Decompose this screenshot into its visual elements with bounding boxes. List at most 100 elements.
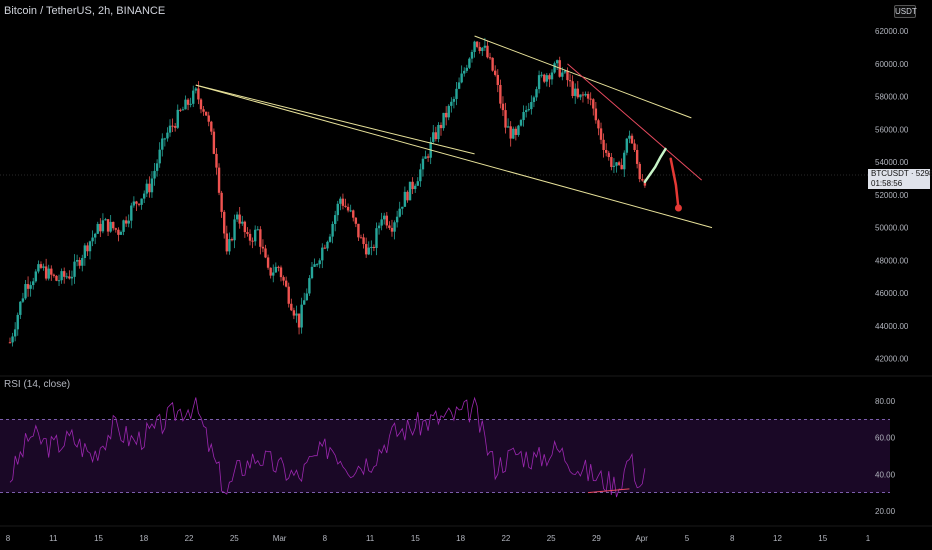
candle-body bbox=[194, 88, 198, 91]
price-axis-tick: 44000.00 bbox=[875, 322, 909, 331]
bar-countdown: 01:58:56 bbox=[871, 179, 903, 188]
candle-body bbox=[432, 132, 435, 142]
candle-body bbox=[641, 179, 644, 181]
candle-body bbox=[13, 329, 17, 337]
candle-body bbox=[225, 233, 228, 252]
candle-body bbox=[457, 82, 461, 89]
time-axis-tick: 11 bbox=[49, 534, 58, 543]
candle-body bbox=[282, 277, 285, 281]
candle-body bbox=[179, 109, 182, 111]
candle-body bbox=[137, 203, 141, 205]
forecast-target-dot bbox=[674, 204, 682, 212]
candle-body bbox=[192, 90, 195, 104]
time-axis-tick: 18 bbox=[456, 534, 465, 543]
candle-body bbox=[233, 219, 236, 241]
rsi-axis-tick: 60.00 bbox=[875, 434, 896, 443]
rsi-divergence-line bbox=[588, 488, 630, 494]
candle-body bbox=[426, 156, 430, 158]
candle-body bbox=[44, 266, 48, 279]
rsi-line bbox=[9, 396, 646, 498]
candle-body bbox=[261, 246, 265, 249]
candle-body bbox=[421, 158, 425, 170]
candle-body bbox=[16, 314, 19, 330]
price-axis-tick: 54000.00 bbox=[875, 158, 909, 167]
candle-body bbox=[220, 192, 223, 212]
candle-body bbox=[638, 163, 641, 180]
candle-body bbox=[594, 108, 598, 121]
candle-body bbox=[615, 162, 618, 166]
chart-title: Bitcoin / TetherUS, 2h, BINANCE bbox=[4, 5, 166, 17]
candle-body bbox=[292, 310, 296, 316]
candle-body bbox=[504, 110, 507, 128]
candle-body bbox=[447, 105, 450, 118]
candle-body bbox=[625, 138, 629, 153]
candle-body bbox=[168, 125, 172, 133]
candle-body bbox=[68, 276, 71, 279]
candle-body bbox=[375, 228, 378, 248]
time-axis-tick: Mar bbox=[273, 534, 287, 543]
candle-body bbox=[60, 271, 63, 281]
candle-body bbox=[176, 109, 179, 128]
time-axis-tick: 8 bbox=[323, 534, 328, 543]
candle-body bbox=[24, 284, 27, 299]
candle-body bbox=[444, 112, 448, 118]
candle-body bbox=[370, 246, 373, 248]
candle-body bbox=[465, 67, 469, 71]
candle-body bbox=[65, 276, 68, 278]
candle-body bbox=[150, 178, 154, 193]
candle-body bbox=[47, 268, 50, 279]
quote-currency-badge[interactable]: USDT bbox=[894, 5, 917, 18]
candle-body bbox=[122, 220, 125, 232]
candle-body bbox=[633, 143, 636, 150]
candle-body bbox=[171, 125, 174, 127]
candle-body bbox=[186, 99, 190, 105]
candle-body bbox=[256, 229, 259, 231]
candle-body bbox=[290, 303, 293, 311]
candle-body bbox=[318, 260, 321, 265]
candle-body bbox=[124, 220, 128, 224]
price-axis-tick: 48000.00 bbox=[875, 256, 909, 265]
candle-body bbox=[70, 276, 74, 279]
time-axis-tick: 15 bbox=[818, 534, 827, 543]
candle-body bbox=[349, 210, 352, 212]
candle-body bbox=[127, 220, 130, 224]
candle-body bbox=[26, 284, 30, 289]
price-axis-tick: 52000.00 bbox=[875, 191, 909, 200]
trendline-upper-channel bbox=[195, 84, 475, 155]
candle-body bbox=[628, 135, 631, 139]
time-axis-tick: 8 bbox=[730, 534, 735, 543]
last-price-tag: BTCUSDT · 52989.96 01:58:56 bbox=[868, 169, 932, 189]
candle-body bbox=[344, 205, 347, 207]
candle-body bbox=[86, 245, 89, 252]
candle-body bbox=[189, 103, 192, 105]
candle-body bbox=[181, 109, 185, 111]
candle-body bbox=[390, 227, 394, 232]
candle-body bbox=[496, 74, 499, 85]
candle-body bbox=[519, 120, 523, 126]
candle-body bbox=[130, 205, 133, 221]
time-axis-tick: 12 bbox=[773, 534, 782, 543]
candle-body bbox=[55, 275, 58, 281]
candle-body bbox=[543, 74, 546, 82]
price-axis-tick: 56000.00 bbox=[875, 125, 909, 134]
candle-body bbox=[119, 231, 123, 235]
candle-body bbox=[563, 70, 567, 73]
candle-body bbox=[117, 229, 120, 235]
candle-body bbox=[223, 211, 226, 234]
candle-body bbox=[555, 60, 559, 64]
candle-body bbox=[73, 261, 76, 277]
candle-body bbox=[112, 221, 115, 229]
candle-body bbox=[259, 229, 262, 247]
candle-body bbox=[277, 266, 280, 268]
candle-body bbox=[135, 201, 138, 204]
candle-body bbox=[29, 285, 32, 289]
candle-body bbox=[339, 198, 342, 204]
candle-body bbox=[481, 47, 484, 51]
candle-body bbox=[197, 88, 200, 100]
candle-body bbox=[143, 193, 146, 199]
candle-body bbox=[568, 80, 572, 82]
candle-body bbox=[75, 259, 79, 262]
candle-body bbox=[91, 237, 94, 242]
time-axis-tick: 5 bbox=[685, 534, 690, 543]
